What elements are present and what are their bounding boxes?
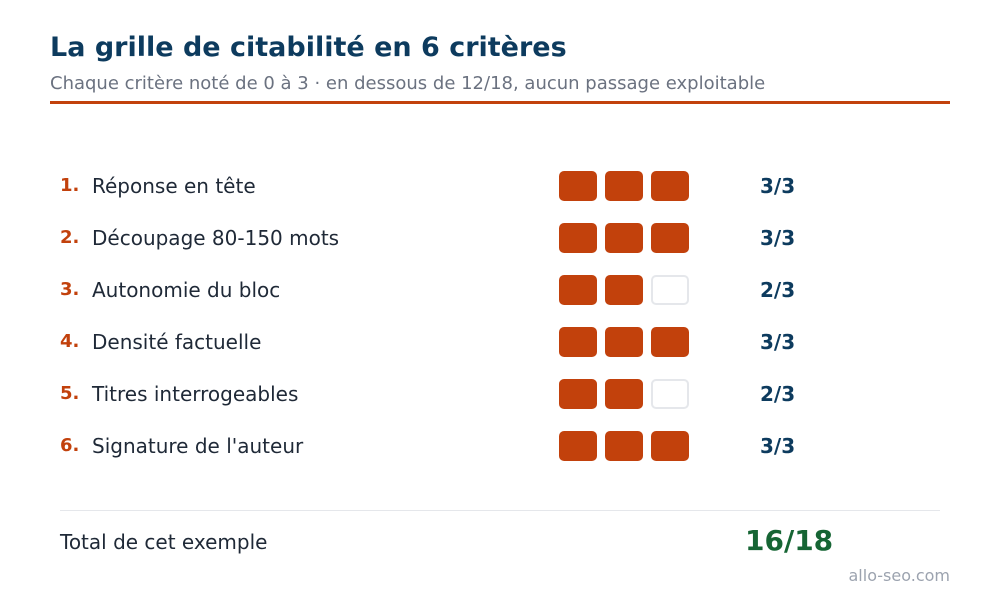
criterion-score: 3/3	[760, 226, 796, 250]
criterion-number: 6.	[60, 435, 80, 456]
score-blocks	[559, 431, 689, 461]
criterion-number: 4.	[60, 331, 80, 352]
criterion-number: 2.	[60, 227, 80, 248]
criterion-label: Autonomie du bloc	[92, 278, 281, 302]
score-block-filled	[651, 223, 689, 253]
score-block-filled	[605, 379, 643, 409]
score-block-filled	[559, 379, 597, 409]
criterion-score: 2/3	[760, 278, 796, 302]
score-block-filled	[605, 223, 643, 253]
criterion-row: 5. Titres interrogeables 2/3	[0, 368, 1000, 420]
score-blocks	[559, 171, 689, 201]
score-blocks	[559, 275, 689, 305]
page-subtitle: Chaque critère noté de 0 à 3 · en dessou…	[50, 73, 766, 94]
criterion-row: 4. Densité factuelle 3/3	[0, 316, 1000, 368]
criterion-number: 1.	[60, 175, 80, 196]
score-blocks	[559, 379, 689, 409]
score-block-filled	[651, 431, 689, 461]
score-block-filled	[605, 171, 643, 201]
criterion-label: Signature de l'auteur	[92, 434, 304, 458]
criterion-row: 2. Découpage 80-150 mots 3/3	[0, 212, 1000, 264]
criterion-label: Découpage 80-150 mots	[92, 226, 340, 250]
score-block-filled	[559, 171, 597, 201]
score-block-filled	[559, 327, 597, 357]
score-block-filled	[605, 275, 643, 305]
criterion-label: Réponse en tête	[92, 174, 256, 198]
score-block-filled	[651, 327, 689, 357]
site-credit: allo-seo.com	[848, 566, 951, 585]
title-divider	[50, 101, 950, 104]
criterion-number: 3.	[60, 279, 80, 300]
score-blocks	[559, 327, 689, 357]
total-score: 16/18	[745, 524, 834, 557]
criteria-list: 1. Réponse en tête 3/3 2. Découpage 80-1…	[0, 160, 1000, 472]
criterion-score: 2/3	[760, 382, 796, 406]
total-divider	[60, 510, 940, 511]
criterion-row: 6. Signature de l'auteur 3/3	[0, 420, 1000, 472]
score-block-filled	[559, 431, 597, 461]
total-label: Total de cet exemple	[60, 530, 268, 554]
page-title: La grille de citabilité en 6 critères	[50, 32, 567, 63]
criterion-row: 3. Autonomie du bloc 2/3	[0, 264, 1000, 316]
criterion-label: Densité factuelle	[92, 330, 262, 354]
score-block-filled	[651, 171, 689, 201]
score-block-filled	[605, 327, 643, 357]
score-block-empty	[651, 275, 689, 305]
criterion-row: 1. Réponse en tête 3/3	[0, 160, 1000, 212]
score-block-filled	[559, 275, 597, 305]
score-block-filled	[559, 223, 597, 253]
criterion-score: 3/3	[760, 330, 796, 354]
criterion-number: 5.	[60, 383, 80, 404]
score-blocks	[559, 223, 689, 253]
score-block-empty	[651, 379, 689, 409]
criterion-score: 3/3	[760, 174, 796, 198]
score-block-filled	[605, 431, 643, 461]
criterion-score: 3/3	[760, 434, 796, 458]
criterion-label: Titres interrogeables	[92, 382, 299, 406]
